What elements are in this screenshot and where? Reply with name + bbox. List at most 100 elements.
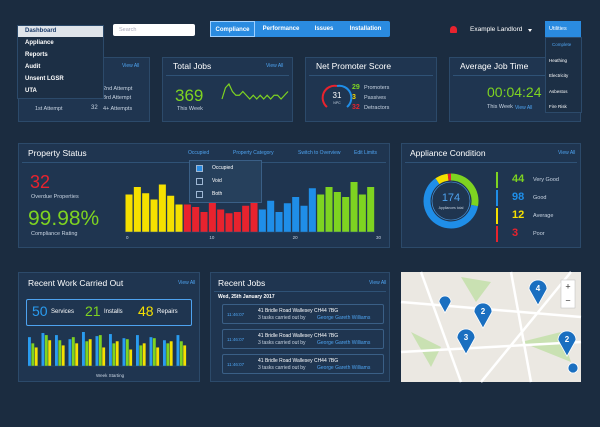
bar [85,341,89,366]
view-all[interactable]: View All [266,63,284,69]
x-tick-label: 0 [126,235,129,240]
utilities-item[interactable]: Fire Risk [549,104,567,109]
utilities-item[interactable]: Heathing [549,57,568,63]
job-row[interactable] [222,304,384,324]
dropdown-option[interactable]: Occupied [212,165,234,171]
caption: This Week [487,104,513,110]
filter-link[interactable]: Edit Limits [354,150,378,156]
bar [125,339,129,366]
menu-item[interactable]: Appliance [25,40,54,46]
filter-link[interactable]: Property Category [233,150,274,156]
bar [136,335,139,366]
checkbox[interactable] [196,165,203,172]
zoom-button[interactable]: + [565,281,570,291]
search-box[interactable]: Search [113,24,195,36]
menu-item[interactable]: UTA [25,88,37,94]
zoom-button[interactable]: − [565,295,570,305]
work-chart [28,332,190,367]
menu-item[interactable]: Unsent LGSR [25,76,64,82]
compliance-label: Compliance Rating [31,231,78,237]
filter-link[interactable]: Occupied [188,150,210,156]
bar [41,333,45,366]
condition-bar [496,208,498,224]
condition-label: Average [533,213,554,219]
nps-value: 3 [352,94,356,101]
map-road [419,271,463,383]
x-tick-label: 10 [209,235,215,240]
job-time: 11:46:07 [227,337,245,342]
bar [308,188,316,232]
divider [453,75,577,76]
view-all[interactable]: View All [178,280,196,286]
recent-jobs-card [210,272,390,382]
nps-score-label: NPC [333,101,341,105]
bar [167,195,175,232]
tab[interactable]: Issues [314,26,334,32]
job-time: 11:46:07 [227,362,245,367]
bar [142,193,150,232]
job-row[interactable] [222,354,384,374]
stat-value: 48 [138,303,154,319]
view-all[interactable]: View All [369,280,387,286]
total-jobs-value: 369 [175,86,204,105]
bar [275,212,283,232]
tab[interactable]: Installation [349,26,382,32]
avg-time-value: 00:04:24 [487,84,542,100]
map-road [509,271,533,383]
view-all[interactable]: View All [122,63,140,69]
tab[interactable]: Performance [262,26,300,32]
checkbox[interactable] [196,178,203,185]
bar [48,340,52,366]
menu-item[interactable]: Audit [25,64,41,70]
bar [150,199,158,232]
checkbox[interactable] [196,191,203,198]
filter-link[interactable]: Switch to Overview [298,150,341,156]
property-chart: 0 10 20 30 [125,182,382,240]
divider [214,291,386,292]
tab-bar [210,21,390,37]
attempt-value: 32 [91,105,98,111]
utilities-button[interactable]: Utilities [545,21,581,37]
divider [405,162,577,163]
condition-bar [496,226,498,242]
view-all[interactable]: View All [558,150,576,156]
bar [28,337,31,366]
bar [283,203,291,232]
card-title: Average Job Time [460,61,529,71]
job-person[interactable]: George Gareth Williams [317,315,371,321]
bar [169,341,173,366]
bar [225,213,233,232]
stat-label: Repairs [157,309,178,315]
sparkline [221,82,289,100]
view-all[interactable]: View All [515,105,533,111]
job-row[interactable] [222,329,384,349]
jobs-date: Wed, 25th January 2017 [218,294,275,300]
appliance-total: 174 [442,192,460,204]
notification-bell[interactable] [450,26,457,33]
job-person[interactable]: George Gareth Williams [317,340,371,346]
condition-label: Good [533,195,547,201]
card-title: Appliance Condition [410,148,486,158]
utilities-item[interactable]: Electricity [549,73,569,78]
dropdown-option[interactable]: Both [212,191,223,197]
nps-value: 29 [352,84,360,91]
bar [133,187,141,232]
condition-value: 98 [512,191,525,203]
menu-item[interactable]: Dashboard [18,26,103,37]
menu-item[interactable]: Reports [25,52,48,58]
card-title: Total Jobs [173,61,212,71]
utilities-item[interactable]: Asbestos [549,88,568,94]
utilities-item[interactable]: Complete [552,42,572,47]
user-name[interactable]: Example Landlord [470,26,523,33]
nps-label: Promoters [364,85,390,91]
divider [166,75,289,76]
attempt-label: 1st Attempt [35,106,63,112]
dropdown-option[interactable]: Void [212,178,222,184]
bar [82,332,85,366]
zoom-control[interactable] [560,279,576,309]
job-person[interactable]: George Gareth Williams [317,365,371,371]
condition-value: 12 [512,209,525,221]
bar [98,335,102,366]
tab[interactable]: Compliance [210,21,255,37]
